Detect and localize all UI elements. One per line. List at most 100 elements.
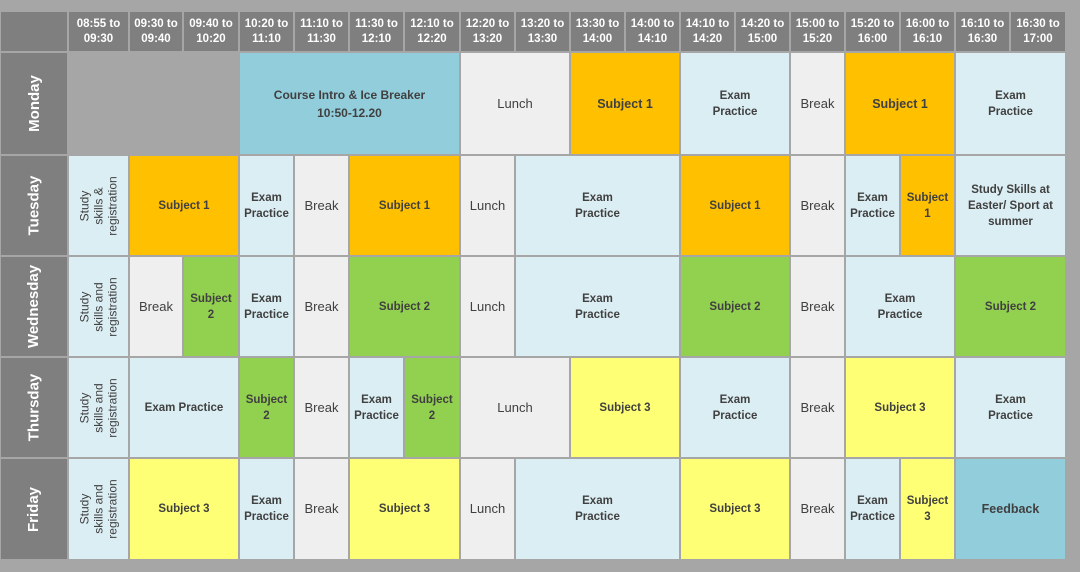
time-slot-header-label: 09:30 to 09:40 (134, 17, 178, 45)
event-exam-practice: Exam Practice (956, 358, 1065, 457)
event-subject-3: Subject 3 (571, 358, 679, 457)
event-lunch-label: Lunch (497, 399, 533, 415)
event-exam-practice-label: Exam Practice (712, 89, 758, 118)
event-feedback: Feedback (956, 459, 1065, 559)
event-exam-practice: Exam Practice (350, 358, 403, 457)
event-break: Break (295, 459, 348, 559)
event-break-label: Break (304, 399, 339, 415)
event-lunch-label: Lunch (497, 95, 533, 111)
time-slot-header-label: 14:10 to 14:20 (685, 17, 730, 45)
time-slot-header-label: 16:30 to 17:00 (1016, 17, 1060, 45)
time-slot-header: 16:10 to 16:30 (956, 12, 1009, 51)
event-subject-1-label: Subject 1 (597, 96, 653, 111)
event-break: Break (130, 257, 182, 356)
event-exam-practice-label: Exam Practice (988, 89, 1033, 118)
event-exam-practice-label: Exam Practice (575, 495, 620, 523)
time-slot-header: 11:10 to 11:30 (295, 12, 348, 51)
event-lunch: Lunch (461, 156, 514, 255)
event-break: Break (791, 156, 844, 255)
event-exam-practice-label: Exam Practice (244, 191, 289, 220)
event-subject-2: Subject 2 (240, 358, 293, 457)
event-exam-practice-label: Exam Practice (244, 495, 289, 523)
time-slot-header: 12:10 to 12:20 (405, 12, 459, 51)
event-exam-practice: Exam Practice (130, 358, 238, 457)
time-slot-header-label: 12:20 to 13:20 (465, 17, 510, 45)
time-slot-header: 12:20 to 13:20 (461, 12, 514, 51)
event-break-label: Break (800, 399, 835, 415)
event-exam-practice: Exam Practice (681, 358, 789, 457)
event-exam-practice: Exam Practice (516, 257, 679, 356)
event-subject-2: Subject 2 (184, 257, 238, 356)
event-study-skills-at-easter-sport-at-summer: Study Skills at Easter/ Sport at summer (956, 156, 1065, 255)
event-exam-practice: Exam Practice (681, 53, 789, 154)
event-exam-practice-label: Exam Practice (575, 292, 620, 321)
event-break-label: Break (800, 197, 835, 213)
event-exam-practice: Exam Practice (516, 156, 679, 255)
side-label-registration: Study skills & registration (69, 156, 128, 255)
time-slot-header-label: 09:40 to 10:20 (189, 17, 233, 45)
side-label-registration: Study skills and registration (69, 257, 128, 356)
event-course-intro-ice-breaker-10-50-12-20-label: Course Intro & Ice Breaker 10:50-12.20 (273, 87, 426, 120)
event-subject-3: Subject 3 (846, 358, 954, 457)
event-course-intro-ice-breaker-10-50-12-20: Course Intro & Ice Breaker 10:50-12.20 (240, 53, 459, 154)
event-exam-practice: Exam Practice (240, 257, 293, 356)
time-slot-header: 13:30 to 14:00 (571, 12, 624, 51)
day-label-monday: Monday (1, 53, 67, 154)
event-exam-practice: Exam Practice (956, 53, 1065, 154)
time-slot-header: 16:00 to 16:10 (901, 12, 954, 51)
event-subject-1-label: Subject 1 (872, 96, 928, 111)
time-slot-header-label: 11:30 to 12:10 (355, 17, 398, 45)
event-subject-1: Subject 1 (350, 156, 459, 255)
event-subject-3-label: Subject 3 (378, 503, 431, 515)
event-subject-3-label: Subject 3 (709, 503, 761, 515)
day-label-wednesday: Wednesday (1, 257, 67, 356)
event-exam-practice-label: Exam Practice (144, 401, 224, 414)
day-label-friday-label: Friday (25, 486, 43, 532)
event-subject-2-label: Subject 2 (245, 393, 288, 422)
event-subject-2: Subject 2 (681, 257, 789, 356)
day-label-wednesday-label: Wednesday (25, 264, 43, 349)
event-subject-2: Subject 2 (350, 257, 459, 356)
event-exam-practice: Exam Practice (240, 459, 293, 559)
time-slot-header-label: 08:55 to 09:30 (76, 17, 121, 45)
event-break: Break (295, 156, 348, 255)
event-exam-practice: Exam Practice (240, 156, 293, 255)
event-study-skills-at-easter-sport-at-summer-label: Study Skills at Easter/ Sport at summer (968, 183, 1053, 228)
event-break: Break (791, 459, 844, 559)
side-label-registration: Study skills and registration (69, 358, 128, 457)
event-exam-practice: Exam Practice (516, 459, 679, 559)
event-lunch: Lunch (461, 257, 514, 356)
event-subject-2-label: Subject 2 (378, 300, 431, 313)
time-slot-header-label: 10:20 to 11:10 (244, 17, 289, 45)
event-exam-practice-label: Exam Practice (877, 292, 923, 321)
side-label-registration-label: Study skills & registration (77, 175, 120, 236)
event-break: Break (791, 257, 844, 356)
event-subject-2-label: Subject 2 (190, 292, 232, 321)
event-subject-1-label: Subject 1 (906, 191, 949, 220)
time-slot-header: 10:20 to 11:10 (240, 12, 293, 51)
event-subject-3-label: Subject 3 (599, 401, 651, 414)
time-slot-header-label: 14:00 to 14:10 (630, 17, 675, 45)
event-feedback-label: Feedback (981, 502, 1040, 516)
event-break: Break (295, 358, 348, 457)
time-slot-header-label: 13:30 to 14:00 (575, 17, 620, 45)
time-slot-header-label: 16:10 to 16:30 (960, 17, 1005, 45)
side-label-registration: Study skills and registration (69, 459, 128, 559)
event-lunch-label: Lunch (469, 501, 506, 516)
event-break-label: Break (800, 298, 835, 314)
event-break-label: Break (304, 501, 339, 516)
event-lunch: Lunch (461, 358, 569, 457)
event-subject-3: Subject 3 (901, 459, 954, 559)
day-label-tuesday-label: Tuesday (25, 175, 43, 236)
time-slot-header-label: 11:10 to 11:30 (300, 17, 343, 45)
day-label-thursday: Thursday (1, 358, 67, 457)
event-break: Break (791, 358, 844, 457)
time-slot-header-label: 15:00 to 15:20 (795, 17, 840, 45)
event-subject-1: Subject 1 (846, 53, 954, 154)
day-label-friday: Friday (1, 459, 67, 559)
event-exam-practice-label: Exam Practice (988, 393, 1033, 422)
event-break-label: Break (304, 197, 339, 213)
time-slot-header: 13:20 to 13:30 (516, 12, 569, 51)
event-subject-3-label: Subject 3 (874, 401, 926, 414)
event-subject-1-label: Subject 1 (378, 199, 431, 212)
